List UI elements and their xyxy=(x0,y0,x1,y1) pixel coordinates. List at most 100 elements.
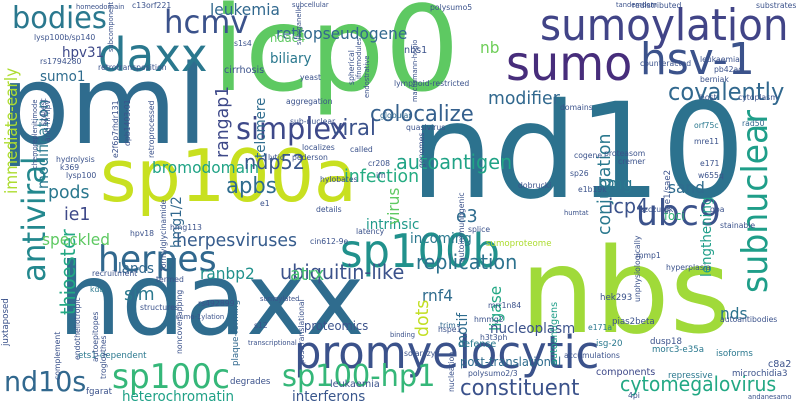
word-cogene: cogene xyxy=(574,151,603,160)
word-szczurek: szczurek xyxy=(640,205,674,214)
word-simplex: simplex xyxy=(236,112,348,147)
word-viral: viral xyxy=(330,116,376,141)
word-ranbp2: ranbp2 xyxy=(200,264,255,283)
word-bodies: bodies xyxy=(12,1,107,36)
word-sumo1: sumo1 xyxy=(40,69,86,85)
word-promyelocytic: promyelocytic xyxy=(294,326,600,379)
word-cytomegalovirus: cytomegalovirus xyxy=(620,372,777,396)
word-sub-nuclear: sub-nuclear xyxy=(290,117,336,126)
word-degrades: degrades xyxy=(230,377,271,387)
word-intrinsic: intrinsic xyxy=(366,217,420,233)
word-accumulations: accumulations xyxy=(564,351,620,360)
word-ubc9: ubc9 xyxy=(636,193,721,234)
word-telomere: telomere xyxy=(253,98,269,159)
word-ubiquitin-like: ubiquitin-like xyxy=(280,260,405,284)
word-bromodomain: bromodomain xyxy=(152,158,260,177)
word-e1: e1 xyxy=(260,199,270,208)
word-quasivirus: quasivirus xyxy=(406,123,446,132)
word-daxx: daxx xyxy=(98,28,208,82)
word-rangap1: rangap1 xyxy=(212,85,233,158)
word-retroprocessed: retroprocessed xyxy=(147,100,156,158)
word-autoantigens: autoantigens xyxy=(549,302,560,366)
word-tandemdom: tandemdom xyxy=(616,1,657,9)
word-proteomics: proteomics xyxy=(304,319,369,333)
word-leukaemia: leukaemia xyxy=(330,379,380,390)
word-pods: pods xyxy=(48,182,90,203)
word-ndp52: ndp52 xyxy=(244,150,305,174)
word-redistributed: redistributed xyxy=(632,1,682,10)
word-genomes: genomes xyxy=(417,132,426,168)
word-mmp1: mmp1 xyxy=(636,251,661,260)
word-orf75c: orf75c xyxy=(694,121,719,130)
word-rs1794280: rs1794280 xyxy=(40,57,82,66)
word-sp100c: sp100c xyxy=(112,357,230,397)
word-humtat: humtat xyxy=(564,209,589,217)
word-icp0: icp0 xyxy=(212,0,460,118)
word-domains: domains xyxy=(560,103,593,112)
word-sim: sim xyxy=(124,284,155,305)
word-e3: e3 xyxy=(456,206,478,227)
word-sumo-1ylation: sumo-1ylation xyxy=(176,313,225,321)
word-sae1-sae2: sae1/sae2 xyxy=(663,170,673,215)
word-constituent: constituent xyxy=(460,376,580,401)
word-leukaemian: leukaemian xyxy=(700,55,745,64)
word-nucleation: nucleation xyxy=(447,352,456,393)
word-yeast: yeast xyxy=(300,73,321,82)
word-infection: infection xyxy=(344,166,420,187)
word-posttranslational: posttranslational xyxy=(297,299,306,365)
word-ets1-dependent: ets1-dependent xyxy=(78,351,147,361)
word-s1s4: s1s4 xyxy=(234,39,252,48)
word-foci: foci xyxy=(664,209,685,223)
word-transcriptional: transcriptional xyxy=(248,339,297,347)
word-formylglycinamide: formylglycinamide xyxy=(159,199,168,272)
word-rad50: rad50 xyxy=(742,119,765,128)
word-s12: s12 xyxy=(254,321,268,330)
word-hpv18: hpv18 xyxy=(130,229,155,238)
word-ifn: ifn xyxy=(376,171,386,180)
word-trogloythes: trogloythes xyxy=(99,335,108,380)
word-lytic: lytic xyxy=(268,153,285,162)
word-nucleoplasm: nucleoplasm xyxy=(490,321,576,337)
word-hylobates: hylobates xyxy=(320,175,358,184)
word-rnf4: rnf4 xyxy=(422,286,453,305)
word-structures: structures xyxy=(140,303,179,312)
word-localizes: localizes xyxy=(302,143,335,152)
word-dobrucki: dobrucki xyxy=(518,181,552,190)
word-autoepitopes: autoepitopes xyxy=(91,311,100,362)
word-hmg1-2: hmg1/2 xyxy=(169,196,185,248)
word-e2f6p7rhdr131: e2f6p7rhdr131 xyxy=(111,100,120,158)
word-hmg: hmg xyxy=(598,174,633,193)
word-hmg113: hmg113 xyxy=(170,223,202,232)
word-hmmg2: hmmg2 xyxy=(474,315,504,324)
word-endostrative: endostrative xyxy=(363,55,371,99)
word-plaque-forming: plaque-forming xyxy=(231,300,241,367)
word-apbs: apbs xyxy=(226,174,277,199)
word-mre11: mre11 xyxy=(694,137,719,146)
word-andanesamo: andanesamo xyxy=(748,393,792,401)
word-colocalize: colocalize xyxy=(370,102,474,127)
word-nb: nb xyxy=(480,38,500,57)
word-hdaxx: hdaxx xyxy=(58,241,365,358)
word-retrotransposition: retrotransposition xyxy=(98,63,167,72)
word-autoantigen: autoantigen xyxy=(396,150,513,174)
word-cytoplasm: cytoplasm xyxy=(738,93,778,102)
word-immediate-early: immediate-early xyxy=(2,67,22,194)
word-sp100-hp1: sp100-hp1 xyxy=(282,359,436,394)
word-k369: k369 xyxy=(60,163,80,172)
word-called: called xyxy=(350,145,373,154)
word-autoimmunogenic: autoimmunogenic xyxy=(457,192,466,263)
word-complement: complement xyxy=(53,331,62,380)
word-e1b19k: e1b19k xyxy=(578,185,607,194)
word-e171a: e171a xyxy=(588,323,613,332)
word-microchidia3: microchidia3 xyxy=(732,369,788,379)
word-retropseudogene: retropseudogene xyxy=(276,24,408,43)
word-aggregation: aggregation xyxy=(286,97,333,106)
word-modifier: modifier xyxy=(488,88,560,109)
word-recruitment: recruitment xyxy=(92,269,138,278)
word-termed: termed xyxy=(156,275,184,284)
word-juxtaposed: juxtaposed xyxy=(1,298,11,346)
word-hyperplasia: hyperplasia xyxy=(666,263,711,272)
word-w655q: w655q xyxy=(698,171,724,180)
word-repressive: repressive xyxy=(668,371,713,381)
